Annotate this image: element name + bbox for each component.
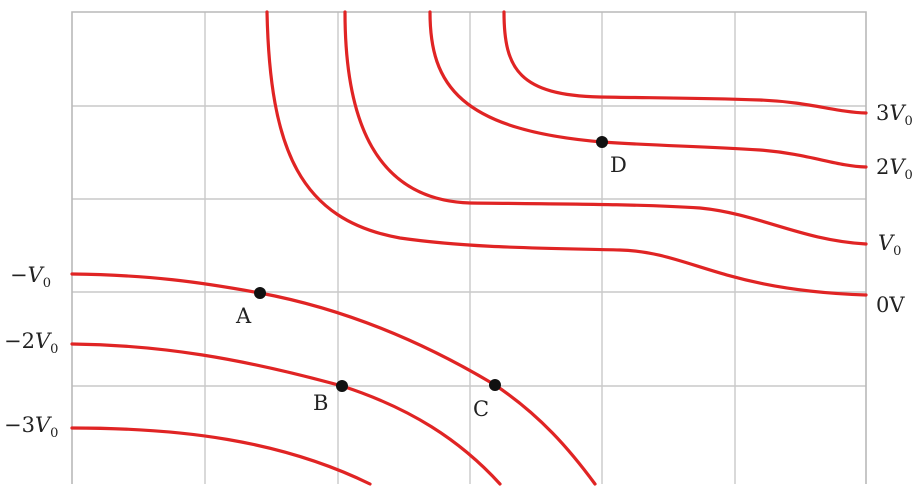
curve-2v0 bbox=[428, 10, 868, 169]
point-b-label: B bbox=[313, 391, 328, 415]
label-v0: V0 bbox=[878, 231, 901, 259]
point-c-label: C bbox=[473, 397, 489, 421]
label-minus-3v0: −3V0 bbox=[4, 413, 58, 441]
curve-minus-3v0 bbox=[70, 426, 372, 486]
equipotential-curves bbox=[70, 10, 868, 486]
curve-v0 bbox=[343, 10, 868, 246]
curve-3v0 bbox=[502, 10, 868, 115]
point-d-marker bbox=[596, 136, 608, 148]
grid-frame bbox=[71, 11, 867, 484]
curve-0v bbox=[265, 10, 868, 297]
label-2v0: 2V0 bbox=[876, 155, 913, 183]
grid bbox=[71, 11, 867, 484]
point-a-label: A bbox=[235, 304, 252, 328]
label-3v0: 3V0 bbox=[876, 101, 913, 129]
label-0v: 0V bbox=[876, 293, 905, 317]
curve-minus-v0 bbox=[70, 272, 597, 486]
point-b-marker bbox=[336, 380, 348, 392]
point-c-marker bbox=[489, 379, 501, 391]
curve-minus-2v0 bbox=[70, 342, 502, 486]
point-a-marker bbox=[254, 287, 266, 299]
left-labels: −V0 −2V0 −3V0 bbox=[4, 263, 58, 441]
point-d-label: D bbox=[610, 153, 627, 177]
points: A B C D bbox=[235, 136, 627, 421]
label-minus-v0: −V0 bbox=[10, 263, 51, 291]
right-labels: 3V0 2V0 V0 0V bbox=[876, 101, 913, 317]
label-minus-2v0: −2V0 bbox=[4, 329, 58, 357]
